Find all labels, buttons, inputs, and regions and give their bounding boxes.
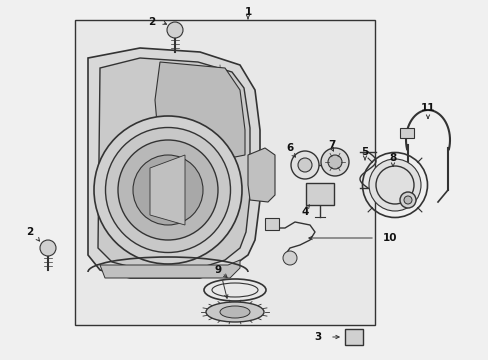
Ellipse shape [105, 127, 230, 252]
Polygon shape [247, 148, 274, 202]
Polygon shape [98, 58, 249, 268]
Circle shape [297, 158, 311, 172]
Text: 5: 5 [361, 147, 368, 157]
Text: 11: 11 [420, 103, 434, 113]
Text: 7: 7 [327, 140, 335, 150]
Circle shape [320, 148, 348, 176]
Ellipse shape [205, 302, 264, 322]
Polygon shape [155, 62, 244, 160]
Bar [264, 218, 279, 230]
Circle shape [290, 151, 318, 179]
Polygon shape [100, 260, 240, 278]
Text: 3: 3 [314, 332, 321, 342]
Circle shape [40, 240, 56, 256]
Bar [345, 329, 362, 345]
Circle shape [283, 251, 296, 265]
Ellipse shape [220, 306, 249, 318]
Ellipse shape [94, 116, 242, 264]
Ellipse shape [118, 140, 218, 240]
Text: 2: 2 [148, 17, 155, 27]
Text: 8: 8 [388, 153, 396, 163]
Ellipse shape [133, 155, 203, 225]
Circle shape [167, 22, 183, 38]
Text: 2: 2 [26, 227, 34, 237]
Text: 10: 10 [382, 233, 396, 243]
Ellipse shape [368, 159, 420, 211]
Circle shape [403, 196, 411, 204]
Text: 9: 9 [214, 265, 221, 275]
Polygon shape [88, 48, 260, 278]
Circle shape [399, 192, 415, 208]
Bar [399, 128, 413, 138]
Polygon shape [150, 155, 184, 225]
Text: 6: 6 [286, 143, 293, 153]
Circle shape [327, 155, 341, 169]
Text: 4: 4 [301, 207, 308, 217]
Bar [305, 183, 333, 205]
Bar [75, 20, 374, 325]
Text: 1: 1 [244, 7, 251, 17]
